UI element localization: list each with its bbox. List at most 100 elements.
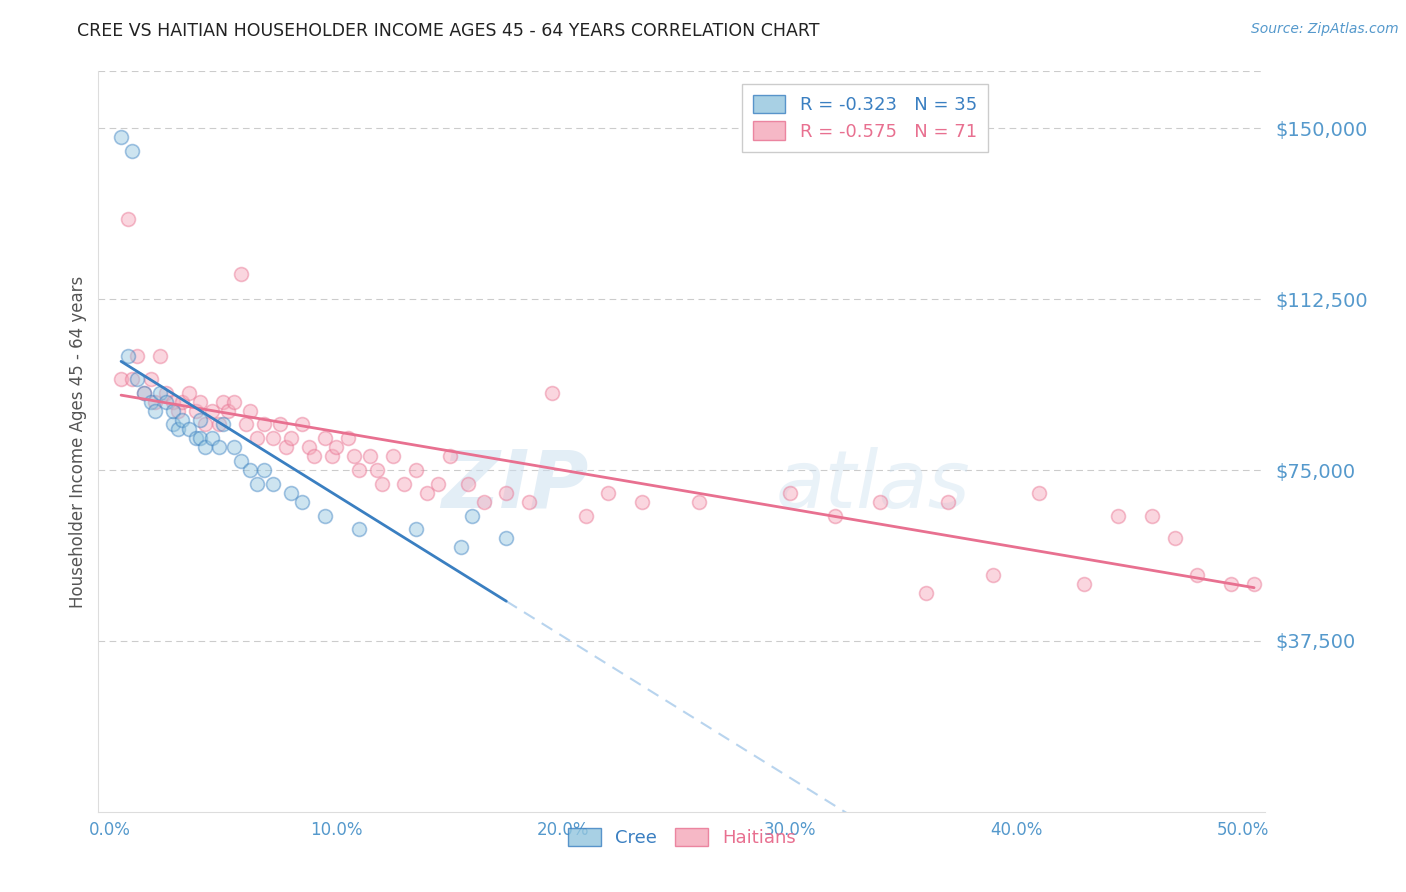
Point — [291, 417, 314, 432]
Point — [1164, 532, 1187, 546]
Point — [450, 541, 472, 555]
Point — [190, 413, 212, 427]
Point — [405, 463, 427, 477]
Point — [280, 485, 302, 500]
Point — [149, 349, 172, 363]
Point — [366, 463, 388, 477]
Point — [239, 463, 262, 477]
Point — [139, 394, 162, 409]
Point — [155, 385, 177, 400]
Point — [121, 372, 143, 386]
Point — [472, 495, 495, 509]
Point — [143, 404, 166, 418]
Point — [495, 532, 517, 546]
Point — [110, 372, 132, 386]
Point — [688, 495, 710, 509]
Point — [132, 385, 155, 400]
Point — [1107, 508, 1129, 523]
Point — [246, 431, 269, 445]
Point — [457, 476, 479, 491]
Point — [177, 385, 200, 400]
Point — [184, 431, 207, 445]
Point — [139, 372, 162, 386]
Point — [302, 450, 325, 464]
Point — [291, 495, 314, 509]
Point — [262, 431, 284, 445]
Point — [253, 463, 276, 477]
Point — [207, 440, 229, 454]
Point — [125, 372, 148, 386]
Point — [336, 431, 359, 445]
Point — [184, 404, 207, 418]
Point — [575, 508, 598, 523]
Point — [121, 144, 143, 158]
Point — [269, 417, 291, 432]
Point — [212, 394, 235, 409]
Point — [132, 385, 155, 400]
Point — [143, 394, 166, 409]
Point — [1028, 485, 1050, 500]
Point — [262, 476, 284, 491]
Point — [224, 440, 246, 454]
Point — [343, 450, 366, 464]
Point — [194, 417, 217, 432]
Point — [461, 508, 484, 523]
Point — [598, 485, 620, 500]
Point — [321, 450, 343, 464]
Point — [212, 417, 235, 432]
Point — [936, 495, 959, 509]
Point — [1220, 577, 1243, 591]
Point — [298, 440, 321, 454]
Point — [869, 495, 891, 509]
Point — [201, 404, 224, 418]
Point — [166, 422, 188, 436]
Point — [439, 450, 461, 464]
Point — [280, 431, 302, 445]
Point — [824, 508, 846, 523]
Point — [914, 586, 936, 600]
Point — [190, 431, 212, 445]
Point — [394, 476, 416, 491]
Point — [162, 404, 184, 418]
Point — [1140, 508, 1163, 523]
Point — [172, 413, 194, 427]
Text: CREE VS HAITIAN HOUSEHOLDER INCOME AGES 45 - 64 YEARS CORRELATION CHART: CREE VS HAITIAN HOUSEHOLDER INCOME AGES … — [77, 22, 820, 40]
Point — [190, 394, 212, 409]
Point — [194, 440, 217, 454]
Point — [246, 476, 269, 491]
Point — [276, 440, 298, 454]
Point — [117, 349, 139, 363]
Point — [1243, 577, 1265, 591]
Point — [347, 463, 370, 477]
Point — [177, 422, 200, 436]
Point — [631, 495, 654, 509]
Point — [405, 522, 427, 536]
Point — [314, 431, 336, 445]
Point — [779, 485, 801, 500]
Text: ZIP: ZIP — [441, 447, 589, 525]
Point — [166, 404, 188, 418]
Point — [162, 394, 184, 409]
Point — [172, 394, 194, 409]
Point — [517, 495, 540, 509]
Text: atlas: atlas — [775, 447, 970, 525]
Point — [370, 476, 392, 491]
Point — [217, 404, 239, 418]
Point — [1187, 567, 1209, 582]
Point — [149, 385, 172, 400]
Point — [359, 450, 381, 464]
Point — [231, 267, 253, 281]
Y-axis label: Householder Income Ages 45 - 64 years: Householder Income Ages 45 - 64 years — [69, 276, 87, 607]
Point — [235, 417, 257, 432]
Point — [117, 212, 139, 227]
Text: Source: ZipAtlas.com: Source: ZipAtlas.com — [1251, 22, 1399, 37]
Point — [110, 130, 132, 145]
Point — [416, 485, 439, 500]
Point — [314, 508, 336, 523]
Point — [253, 417, 276, 432]
Point — [427, 476, 450, 491]
Point — [983, 567, 1005, 582]
Point — [201, 431, 224, 445]
Point — [224, 394, 246, 409]
Point — [125, 349, 148, 363]
